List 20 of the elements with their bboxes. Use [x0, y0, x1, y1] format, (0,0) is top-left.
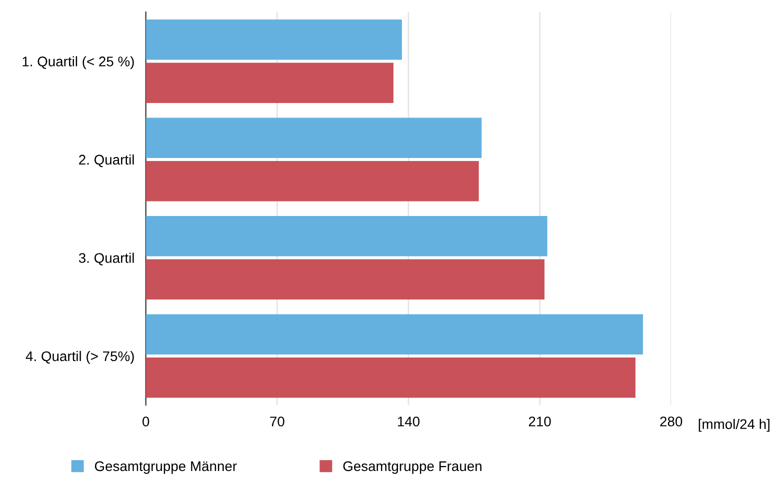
bar — [146, 118, 482, 158]
bar — [146, 357, 636, 398]
x-tick-label: 210 — [528, 416, 551, 426]
y-tick-label: 3. Quartil — [78, 252, 134, 266]
x-axis-title: [mmol/24 h] — [698, 418, 770, 432]
bar — [146, 314, 643, 355]
x-tick-label: 280 — [660, 416, 682, 426]
legend-label: Gesamtgruppe Frauen — [343, 461, 482, 474]
x-tick-label: 0 — [142, 416, 150, 426]
legend-label: Gesamtgruppe Männer — [94, 461, 237, 474]
y-tick-label: 4. Quartil (> 75%) — [26, 350, 134, 364]
bar — [146, 160, 479, 202]
bar — [146, 19, 402, 60]
bar — [146, 62, 394, 103]
x-tick-label: 140 — [398, 416, 420, 426]
bar — [146, 216, 548, 256]
y-tick-label: 2. Quartil — [79, 154, 134, 168]
x-tick-label: 70 — [270, 416, 284, 426]
bar — [146, 259, 544, 300]
y-tick-label: 1. Quartil (< 25 %) — [22, 56, 134, 70]
